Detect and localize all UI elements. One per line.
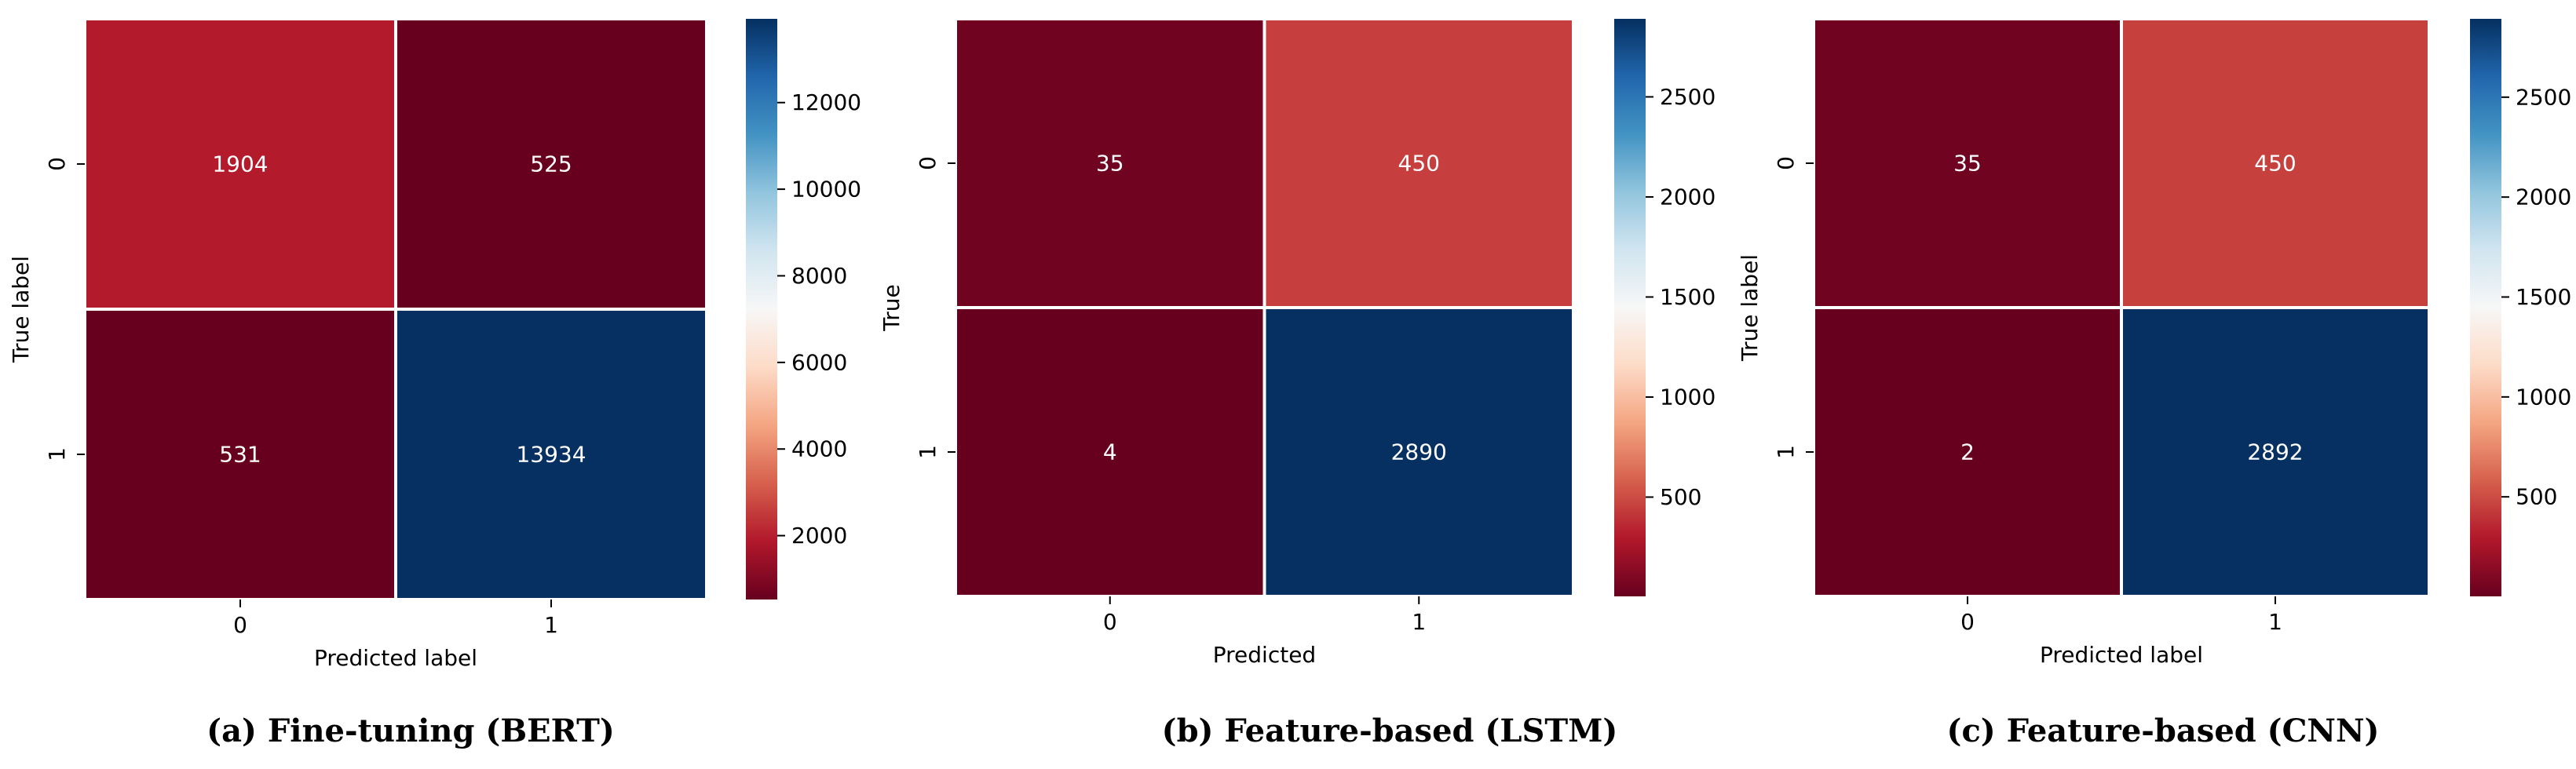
cell-value-label: 4 [1103, 439, 1117, 465]
y-tick-label: 1 [1773, 445, 1799, 459]
y-tick-label: 1 [915, 445, 941, 459]
heatmap-cell [1262, 17, 1575, 309]
colorbar-tick-label: 10000 [791, 177, 861, 202]
colorbar-tick-label: 6000 [791, 349, 847, 375]
x-axis-label: Predicted label [2040, 642, 2203, 668]
x-tick-label: 1 [1412, 609, 1426, 635]
colorbar-tick-label: 12000 [791, 89, 861, 115]
y-axis-label: True label [8, 256, 34, 363]
colorbar-tick-label: 2000 [1660, 184, 1716, 210]
cell-value-label: 450 [1398, 151, 1440, 177]
colorbar-tick-label: 2500 [2516, 84, 2571, 110]
heatmap-cell [954, 306, 1266, 598]
colorbar-tick-label: 2000 [791, 523, 847, 549]
cell-value-label: 2892 [2247, 439, 2303, 465]
heatmap-cell [83, 308, 397, 601]
x-axis-label: Predicted [1213, 642, 1316, 668]
colorbar-tick-label: 1500 [2516, 284, 2571, 310]
panel-a-caption: (a) Fine-tuning (BERT) [206, 713, 615, 749]
colorbar-tick-label: 8000 [791, 263, 847, 289]
cell-value-label: 2 [1960, 439, 1975, 465]
heatmap-cell [2120, 306, 2431, 598]
colorbar-tick-label: 4000 [791, 436, 847, 462]
heatmap-panel-1: 35 450 4 2890 0 1 0 1 Predicted True 500 1000 1500 20… [879, 17, 1716, 668]
heatmap-cell [394, 17, 708, 311]
x-tick-label: 1 [544, 612, 558, 638]
panel-c-caption: (c) Feature-based (CNN) [1946, 713, 2380, 749]
cell-value-label: 2890 [1391, 439, 1447, 465]
colorbar [746, 19, 777, 600]
cell-value-label: 13934 [516, 442, 586, 468]
cell-value-label: 525 [530, 151, 572, 177]
heatmap-panel-0: 1904 525 531 13934 0 1 0 1 Predicted label True l… [8, 17, 861, 671]
x-tick-label: 0 [1103, 609, 1117, 635]
heatmap-cell [1262, 306, 1575, 598]
x-tick-label: 0 [233, 612, 247, 638]
colorbar-tick-label: 1000 [1660, 384, 1716, 410]
cell-value-label: 531 [219, 442, 261, 468]
y-tick-label: 1 [44, 447, 70, 461]
heatmap-cell [83, 17, 397, 311]
colorbar-tick-label: 2000 [2516, 184, 2571, 210]
y-tick-label: 0 [1773, 156, 1799, 170]
y-tick-label: 0 [915, 156, 941, 170]
y-axis-label: True label [1737, 254, 1763, 362]
colorbar [2470, 19, 2501, 596]
cell-value-label: 1904 [212, 151, 268, 177]
colorbar-tick-label: 500 [2516, 484, 2557, 510]
heatmap-cell [1812, 17, 2123, 309]
panel-b-caption: (b) Feature-based (LSTM) [1161, 713, 1618, 749]
cell-value-label: 35 [1096, 151, 1124, 177]
colorbar [1614, 19, 1646, 596]
heatmap-cell [1812, 306, 2123, 598]
heatmap-cell [2120, 17, 2431, 309]
y-tick-label: 0 [44, 157, 70, 171]
x-tick-label: 0 [1960, 609, 1975, 635]
x-axis-label: Predicted label [314, 645, 477, 671]
heatmap-panel-2: 35 450 2 2892 0 1 0 1 Predicted label True label 5… [1737, 17, 2571, 668]
cell-value-label: 35 [1953, 151, 1982, 177]
colorbar-tick-label: 1500 [1660, 284, 1716, 310]
colorbar-tick-label: 2500 [1660, 84, 1716, 110]
heatmap-cell [394, 308, 708, 601]
colorbar-tick-label: 1000 [2516, 384, 2571, 410]
x-tick-label: 1 [2268, 609, 2282, 635]
colorbar-tick-label: 500 [1660, 484, 1701, 510]
cell-value-label: 450 [2254, 151, 2296, 177]
y-axis-label: True [879, 284, 904, 331]
